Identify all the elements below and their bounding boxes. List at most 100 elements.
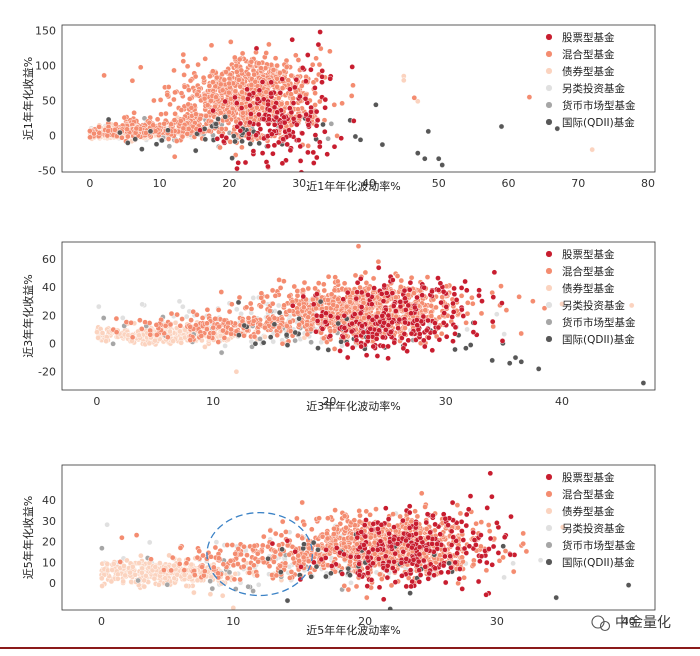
data-point: [171, 117, 178, 123]
data-point: [303, 111, 310, 118]
data-point: [158, 111, 164, 118]
data-point: [453, 297, 460, 303]
data-point: [171, 153, 178, 160]
data-point: [247, 102, 253, 109]
data-point: [272, 292, 279, 299]
data-point: [232, 138, 238, 145]
data-point: [296, 321, 303, 328]
data-point: [332, 507, 338, 513]
data-point: [278, 101, 285, 107]
data-point: [228, 301, 235, 308]
data-point: [422, 307, 429, 314]
x-tick-label: 30: [439, 395, 453, 408]
data-point: [171, 67, 177, 74]
data-point: [369, 317, 376, 323]
legend-label: 股票型基金: [562, 31, 615, 44]
data-point: [194, 130, 200, 137]
data-point: [411, 304, 418, 311]
data-point: [265, 101, 271, 108]
data-point: [170, 338, 176, 344]
data-point: [390, 303, 397, 309]
data-point: [316, 61, 323, 68]
data-point: [278, 532, 285, 539]
data-point: [389, 319, 395, 326]
data-point: [233, 68, 240, 75]
data-point: [218, 580, 225, 587]
data-point: [408, 310, 414, 317]
data-point: [335, 296, 341, 303]
data-point: [304, 321, 310, 328]
data-point: [265, 143, 271, 149]
data-point: [251, 333, 258, 340]
data-point: [202, 55, 209, 62]
data-point: [180, 58, 187, 65]
data-point: [153, 332, 160, 338]
data-point: [315, 280, 322, 286]
data-point: [263, 50, 270, 56]
data-point: [266, 107, 273, 114]
data-point: [284, 323, 290, 329]
data-point: [414, 150, 421, 156]
data-point: [452, 330, 458, 337]
data-point: [290, 100, 297, 106]
legend-marker: [545, 335, 553, 343]
data-point: [440, 319, 447, 326]
data-point: [467, 342, 474, 348]
data-point: [489, 357, 496, 364]
data-point: [197, 127, 203, 134]
data-point: [99, 330, 106, 336]
data-point: [325, 135, 331, 142]
data-point: [308, 109, 314, 115]
data-point: [104, 132, 111, 139]
data-point: [304, 331, 311, 338]
data-point: [157, 560, 163, 566]
data-point: [320, 335, 327, 342]
data-point: [432, 320, 438, 326]
data-point: [402, 295, 408, 302]
data-point: [252, 340, 259, 347]
data-point: [227, 138, 234, 145]
data-point: [117, 129, 123, 136]
data-point: [230, 133, 237, 139]
data-point: [165, 136, 172, 142]
data-point: [411, 290, 417, 296]
data-point: [265, 163, 271, 170]
legend-label: 股票型基金: [562, 248, 615, 261]
data-point: [239, 144, 245, 151]
data-point: [440, 288, 447, 295]
data-point: [152, 337, 158, 344]
data-point: [280, 136, 286, 142]
data-point: [357, 310, 364, 317]
data-point: [437, 280, 444, 287]
data-point: [256, 140, 263, 147]
data-point: [91, 130, 97, 137]
data-point: [124, 140, 131, 146]
data-point: [152, 564, 159, 570]
legend-marker: [545, 267, 553, 275]
data-point: [129, 334, 136, 341]
data-point: [195, 61, 201, 68]
data-point: [350, 82, 356, 89]
data-point: [397, 284, 404, 290]
data-point: [242, 159, 249, 166]
data-point: [114, 575, 121, 582]
data-point: [301, 279, 308, 286]
data-point: [348, 93, 355, 99]
data-point: [167, 101, 173, 108]
x-tick-label: 10: [153, 177, 167, 190]
data-point: [147, 331, 154, 338]
legend-marker: [545, 318, 553, 326]
data-point: [271, 121, 278, 128]
data-point: [383, 290, 390, 296]
y-tick-label: 50: [42, 95, 56, 108]
data-point: [429, 347, 436, 354]
data-point: [305, 122, 312, 128]
x-tick-label: 50: [432, 177, 446, 190]
data-point: [421, 343, 428, 350]
data-point: [321, 287, 328, 294]
data-point: [219, 87, 226, 94]
data-point: [286, 307, 293, 314]
data-point: [136, 332, 142, 339]
data-point: [322, 104, 328, 111]
data-point: [162, 575, 169, 582]
